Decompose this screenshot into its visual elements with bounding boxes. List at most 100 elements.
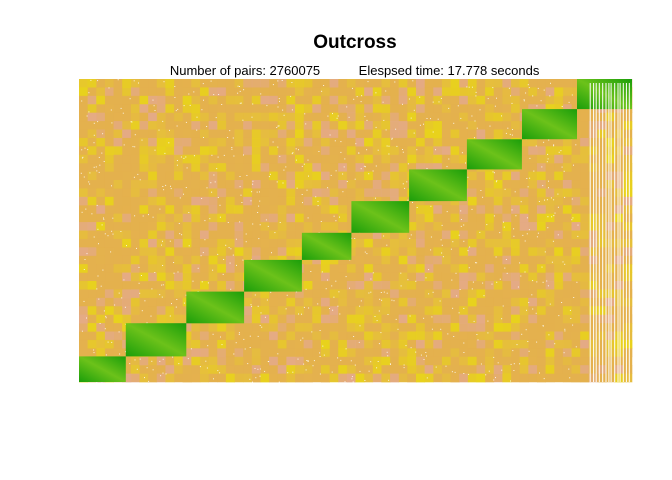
heatmap-cell <box>104 222 114 231</box>
heatmap-cell <box>130 95 140 105</box>
heatmap-cell <box>320 365 330 374</box>
heatmap-cell <box>156 154 166 164</box>
heatmap-cell <box>208 222 218 231</box>
heatmap-missing-dot <box>467 176 469 178</box>
heatmap-missing-dot <box>201 109 203 111</box>
heatmap-cell <box>346 373 356 383</box>
heatmap-cell <box>519 154 529 164</box>
heatmap-missing-dot <box>377 361 379 362</box>
heatmap-cell <box>381 180 391 189</box>
heatmap-cell <box>199 247 210 257</box>
heatmap-cell <box>260 171 270 181</box>
heatmap-cell <box>338 222 348 231</box>
heatmap-cell <box>269 314 279 324</box>
heatmap-cell <box>571 247 581 257</box>
heatmap-cell <box>329 331 339 341</box>
heatmap-missing-dot <box>376 320 378 322</box>
heatmap-cell <box>459 205 469 215</box>
heatmap-cell <box>104 238 114 248</box>
heatmap-cell <box>312 339 322 349</box>
heatmap-missing-dot <box>111 185 112 187</box>
heatmap-cell <box>493 121 503 130</box>
heatmap-cell <box>148 297 158 307</box>
heatmap-missing-dot <box>386 244 388 246</box>
heatmap-missing-dot <box>383 291 385 293</box>
heatmap-cell <box>536 297 546 307</box>
heatmap-cell <box>562 281 572 290</box>
heatmap-missing-dot <box>523 100 525 102</box>
heatmap-cell <box>381 137 391 147</box>
heatmap-missing-dot <box>472 281 474 283</box>
heatmap-cell <box>545 104 555 114</box>
heatmap-cell <box>156 213 166 223</box>
heatmap-cell <box>243 297 253 307</box>
heatmap-cell <box>217 264 227 273</box>
heatmap-missing-dot <box>383 235 385 237</box>
heatmap-cell <box>312 365 322 374</box>
heatmap-cell <box>260 154 270 164</box>
heatmap-cell <box>485 222 495 231</box>
heatmap-cell <box>87 171 97 181</box>
heatmap-missing-dot <box>522 234 524 236</box>
heatmap-cell <box>303 339 313 349</box>
heatmap-missing-dot <box>233 155 235 157</box>
heatmap-missing-dot <box>513 370 515 371</box>
heatmap-cell <box>148 222 158 231</box>
heatmap-missing-dot <box>111 122 113 124</box>
heatmap-cell <box>441 264 451 273</box>
heatmap-cell <box>493 373 503 383</box>
heatmap-cell <box>433 289 443 299</box>
heatmap-cell <box>346 196 356 206</box>
heatmap-missing-dot <box>428 269 430 271</box>
heatmap-cell <box>502 230 512 240</box>
heatmap-cell <box>519 365 529 374</box>
heatmap-cell <box>122 289 132 299</box>
heatmap-cell <box>372 306 382 316</box>
heatmap-missing-dot <box>274 232 276 234</box>
heatmap-cell <box>519 205 529 215</box>
heatmap-cell <box>415 205 426 215</box>
heatmap-cell <box>450 104 460 114</box>
heatmap-cell <box>234 196 244 206</box>
heatmap-cell <box>450 306 460 316</box>
heatmap-cell <box>243 331 253 341</box>
heatmap-cell <box>277 297 287 307</box>
heatmap-cell <box>295 112 305 122</box>
heatmap-cell <box>571 356 581 366</box>
heatmap-cell <box>597 238 607 248</box>
heatmap-cell <box>251 365 261 374</box>
heatmap-cell <box>459 163 469 172</box>
heatmap-cell <box>286 365 296 374</box>
heatmap-cell <box>251 314 261 324</box>
heatmap-cell <box>96 146 106 156</box>
heatmap-cell <box>390 264 400 273</box>
heatmap-missing-dot <box>107 341 109 343</box>
heatmap-missing-dot <box>327 187 329 189</box>
heatmap-cell <box>381 331 391 341</box>
heatmap-cell <box>338 104 348 114</box>
heatmap-missing-dot <box>138 282 140 284</box>
heatmap-cell <box>277 188 287 198</box>
heatmap-cell <box>381 306 391 316</box>
heatmap-cell <box>355 348 365 358</box>
heatmap-cell <box>199 121 210 130</box>
heatmap-cell <box>562 171 572 181</box>
heatmap-cell <box>338 213 348 223</box>
heatmap-cell <box>165 112 175 122</box>
heatmap-cell <box>407 163 417 172</box>
heatmap-cell <box>165 238 175 248</box>
heatmap-cell <box>113 180 123 189</box>
heatmap-cell <box>174 365 184 374</box>
heatmap-cell <box>260 95 270 105</box>
heatmap-cell <box>148 272 158 282</box>
heatmap-missing-dot <box>317 200 319 202</box>
heatmap-cell <box>441 79 451 88</box>
heatmap-cell <box>156 297 166 307</box>
heatmap-missing-dot <box>563 352 565 354</box>
heatmap-cell <box>320 104 330 114</box>
heatmap-cell <box>96 238 106 248</box>
heatmap-missing-dot <box>129 98 131 100</box>
heatmap-missing-dot <box>102 133 104 135</box>
heatmap-missing-dot <box>86 115 88 117</box>
heatmap-missing-dot <box>132 146 134 148</box>
